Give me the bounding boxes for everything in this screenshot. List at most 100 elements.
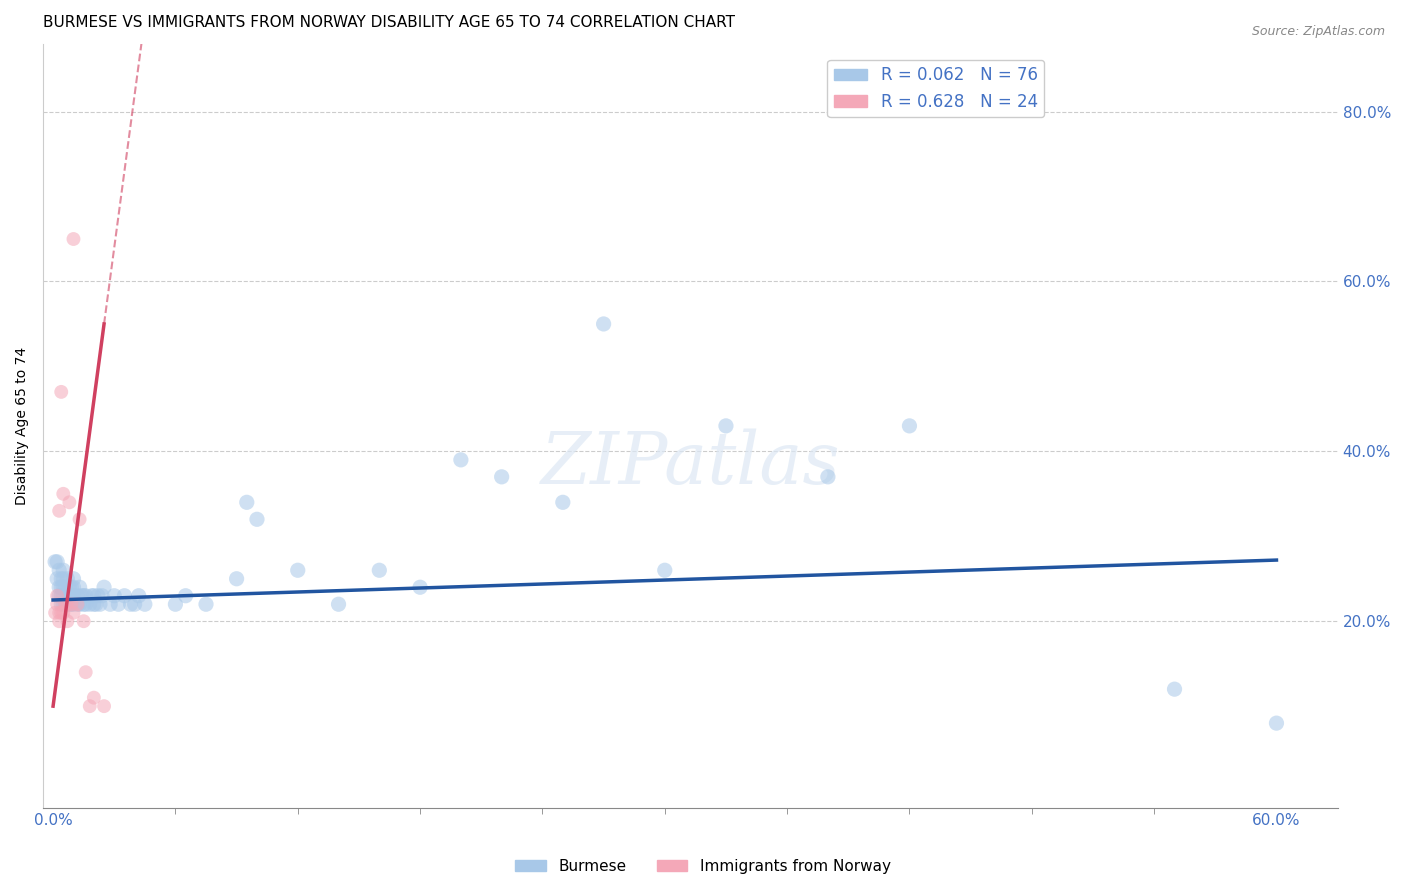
Point	[73, 589, 96, 603]
Point	[48, 606, 70, 620]
Point	[51, 580, 73, 594]
Point	[73, 614, 96, 628]
Point	[51, 589, 73, 603]
Point	[52, 487, 75, 501]
Point	[48, 589, 70, 603]
Point	[62, 572, 84, 586]
Point	[75, 597, 97, 611]
Point	[195, 597, 218, 611]
Point	[654, 563, 676, 577]
Point	[69, 580, 91, 594]
Point	[128, 589, 150, 603]
Point	[1163, 682, 1185, 697]
Point	[91, 589, 114, 603]
Point	[46, 555, 69, 569]
Point	[80, 589, 103, 603]
Point	[46, 572, 69, 586]
Point	[56, 572, 79, 586]
Point	[66, 597, 89, 611]
Point	[93, 580, 115, 594]
Point	[75, 665, 97, 680]
Point	[165, 597, 187, 611]
Point	[62, 606, 84, 620]
Point	[225, 572, 247, 586]
Point	[75, 589, 97, 603]
Point	[66, 597, 89, 611]
Point	[51, 597, 73, 611]
Point	[103, 589, 125, 603]
Point	[52, 606, 75, 620]
Point	[714, 418, 737, 433]
Point	[98, 597, 121, 611]
Point	[83, 597, 105, 611]
Point	[52, 563, 75, 577]
Point	[52, 580, 75, 594]
Point	[120, 597, 142, 611]
Point	[51, 572, 73, 586]
Point	[1265, 716, 1288, 731]
Point	[60, 580, 83, 594]
Point	[52, 589, 75, 603]
Point	[73, 597, 96, 611]
Point	[450, 453, 472, 467]
Point	[60, 597, 83, 611]
Point	[236, 495, 259, 509]
Point	[246, 512, 269, 526]
Point	[56, 597, 79, 611]
Point	[60, 589, 83, 603]
Point	[124, 597, 146, 611]
Point	[58, 580, 80, 594]
Point	[52, 597, 75, 611]
Y-axis label: Disability Age 65 to 74: Disability Age 65 to 74	[15, 347, 30, 505]
Point	[328, 597, 350, 611]
Point	[58, 597, 80, 611]
Point	[898, 418, 921, 433]
Point	[592, 317, 614, 331]
Point	[174, 589, 197, 603]
Point	[70, 589, 93, 603]
Point	[287, 563, 309, 577]
Point	[83, 690, 105, 705]
Point	[62, 580, 84, 594]
Point	[66, 589, 89, 603]
Point	[62, 589, 84, 603]
Point	[409, 580, 432, 594]
Point	[56, 614, 79, 628]
Point	[51, 606, 73, 620]
Point	[48, 614, 70, 628]
Point	[60, 597, 83, 611]
Point	[53, 580, 76, 594]
Point	[69, 512, 91, 526]
Point	[491, 470, 513, 484]
Point	[89, 597, 111, 611]
Point	[551, 495, 574, 509]
Point	[69, 597, 91, 611]
Point	[62, 597, 84, 611]
Point	[44, 606, 66, 620]
Point	[84, 597, 107, 611]
Point	[134, 597, 156, 611]
Point	[79, 699, 101, 714]
Point	[62, 232, 84, 246]
Point	[48, 504, 70, 518]
Point	[46, 589, 69, 603]
Point	[53, 597, 76, 611]
Point	[56, 589, 79, 603]
Point	[56, 597, 79, 611]
Text: BURMESE VS IMMIGRANTS FROM NORWAY DISABILITY AGE 65 TO 74 CORRELATION CHART: BURMESE VS IMMIGRANTS FROM NORWAY DISABI…	[44, 15, 735, 30]
Point	[48, 580, 70, 594]
Point	[114, 589, 136, 603]
Point	[87, 589, 110, 603]
Text: ZIPatlas: ZIPatlas	[540, 429, 839, 500]
Point	[48, 563, 70, 577]
Point	[368, 563, 391, 577]
Point	[52, 572, 75, 586]
Legend: Burmese, Immigrants from Norway: Burmese, Immigrants from Norway	[509, 853, 897, 880]
Point	[83, 589, 105, 603]
Point	[44, 555, 66, 569]
Legend: R = 0.062   N = 76, R = 0.628   N = 24: R = 0.062 N = 76, R = 0.628 N = 24	[827, 60, 1045, 118]
Point	[51, 384, 73, 399]
Point	[58, 589, 80, 603]
Point	[46, 597, 69, 611]
Point	[79, 597, 101, 611]
